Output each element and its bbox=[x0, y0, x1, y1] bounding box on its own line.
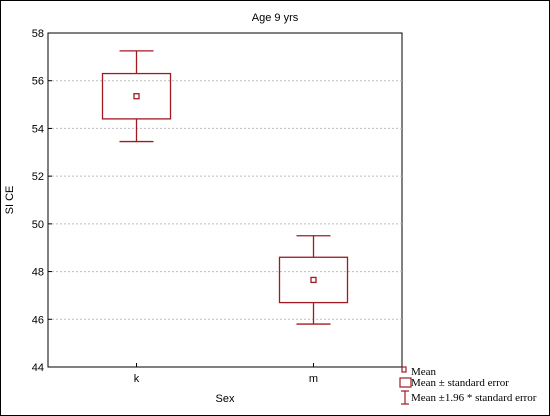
mean-marker bbox=[310, 276, 317, 284]
y-tick-label: 54 bbox=[32, 123, 44, 135]
legend-mean-label: Mean bbox=[411, 366, 437, 378]
y-tick-label: 44 bbox=[32, 362, 44, 374]
y-tick-label: 56 bbox=[32, 76, 44, 88]
plot-area bbox=[47, 32, 403, 368]
legend-ci-label: Mean ±1.96 * standard error bbox=[411, 392, 537, 404]
y-tick-label: 50 bbox=[32, 219, 44, 231]
legend-mean-swatch bbox=[401, 366, 407, 373]
y-tick-label: 48 bbox=[32, 267, 44, 279]
se-box bbox=[101, 72, 172, 120]
legend-se-label: Mean ± standard error bbox=[411, 377, 509, 389]
y-tick-label: 58 bbox=[32, 28, 44, 40]
series-boxes bbox=[101, 50, 349, 325]
x-axis-label: Sex bbox=[216, 393, 235, 405]
y-tick-label: 52 bbox=[32, 171, 44, 183]
legend-se-swatch bbox=[399, 377, 412, 388]
mean-marker bbox=[133, 93, 140, 100]
y-axis: 44 46 48 50 52 54 56 58 bbox=[32, 28, 52, 374]
series-box-k bbox=[101, 50, 172, 143]
se-box bbox=[278, 256, 349, 304]
y-tick-label: 46 bbox=[32, 314, 44, 326]
y-axis-label: SI CE bbox=[4, 186, 16, 215]
x-tick-label: m bbox=[309, 373, 318, 385]
chart-title: Age 9 yrs bbox=[252, 12, 299, 24]
x-tick-label: k bbox=[134, 373, 140, 385]
series-box-m bbox=[278, 235, 349, 325]
grid-lines bbox=[48, 80, 402, 320]
